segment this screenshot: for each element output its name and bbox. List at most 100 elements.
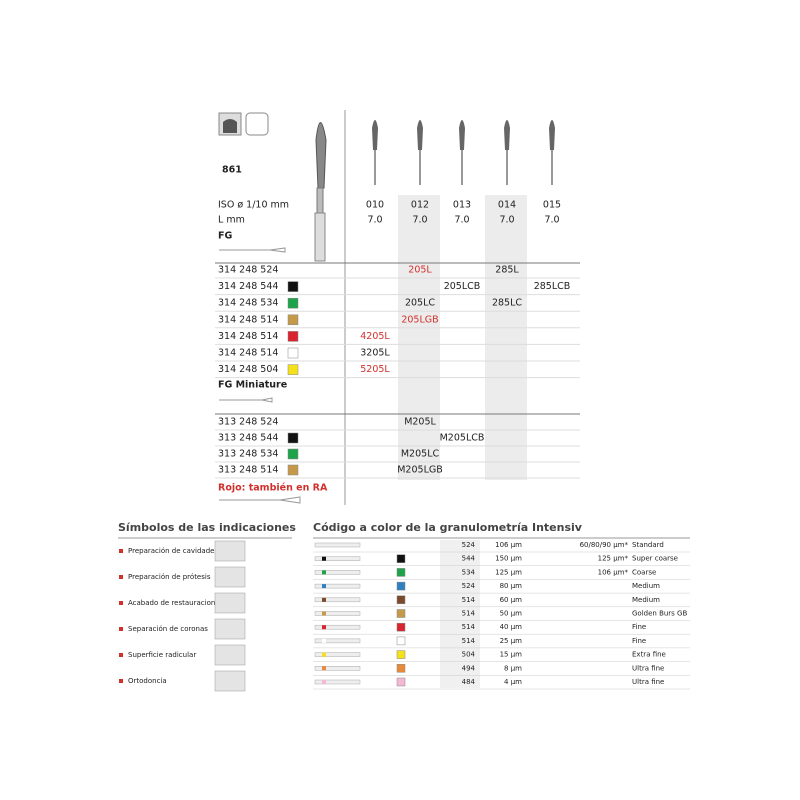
group-title: FG bbox=[218, 231, 232, 242]
bullet bbox=[119, 575, 123, 579]
product-code: M205LGB bbox=[397, 465, 443, 476]
color-swatch bbox=[396, 609, 406, 618]
shank-drawing bbox=[219, 247, 286, 253]
reference: 314 248 524 bbox=[218, 265, 278, 276]
indication-icon bbox=[214, 670, 246, 692]
iso-value: 014 bbox=[498, 200, 516, 211]
icon bbox=[245, 112, 269, 136]
iso-value: 013 bbox=[453, 200, 471, 211]
note: Rojo: también en RA bbox=[218, 483, 328, 494]
color-swatch bbox=[287, 314, 299, 326]
grit-code: 514 bbox=[462, 637, 476, 645]
indications-title: Símbolos de las indicaciones bbox=[118, 521, 296, 534]
color-swatch bbox=[287, 331, 299, 342]
granulometry-title: Código a color de la granulometría Inten… bbox=[313, 521, 583, 534]
grit-code: 504 bbox=[462, 651, 476, 659]
color-swatch bbox=[396, 595, 406, 605]
group-title: FG Miniature bbox=[218, 380, 287, 391]
small-bur bbox=[372, 120, 378, 150]
color-swatch bbox=[287, 364, 299, 375]
length-value: 7.0 bbox=[454, 215, 469, 226]
shank-drawing bbox=[219, 397, 273, 403]
grit-size: 15 µm bbox=[500, 651, 523, 659]
color-swatch bbox=[396, 650, 406, 659]
grade: Fine bbox=[632, 637, 646, 645]
product-code: 3205L bbox=[360, 348, 390, 359]
product-code: 285LC bbox=[492, 298, 522, 309]
indication: Acabado de restauraciones bbox=[128, 599, 224, 607]
reference: 314 248 514 bbox=[218, 331, 278, 342]
product-code: 205LC bbox=[405, 298, 435, 309]
grit-code: 514 bbox=[462, 610, 476, 618]
shank-band bbox=[322, 666, 326, 671]
length-label: L mm bbox=[218, 215, 245, 226]
shank-drawing bbox=[314, 679, 361, 685]
grit-size: 40 µm bbox=[500, 623, 523, 631]
grit-size: 80 µm bbox=[500, 582, 523, 590]
iso-value: 015 bbox=[543, 200, 561, 211]
column-shade bbox=[485, 195, 527, 480]
color-swatch bbox=[287, 464, 299, 476]
color-swatch bbox=[396, 581, 406, 591]
product-code: M205LCB bbox=[440, 433, 485, 444]
column-shade bbox=[398, 195, 440, 480]
shank-drawing bbox=[314, 666, 361, 671]
grade: Standard bbox=[632, 541, 664, 549]
indication-icon bbox=[214, 566, 246, 588]
product-code: 285LCB bbox=[534, 281, 571, 292]
shank-band bbox=[322, 638, 326, 643]
small-bur bbox=[417, 120, 423, 150]
grade: Super coarse bbox=[632, 555, 678, 563]
indication-icon bbox=[214, 540, 246, 562]
length-value: 7.0 bbox=[412, 215, 427, 226]
grit-code: 544 bbox=[462, 555, 476, 563]
iso-label: ISO ø 1/10 mm bbox=[218, 200, 289, 211]
grit-code: 484 bbox=[462, 678, 476, 686]
grit-size: 50 µm bbox=[500, 610, 523, 618]
shank-drawing bbox=[314, 542, 361, 548]
reference: 314 248 504 bbox=[218, 364, 278, 375]
iso-value: 010 bbox=[366, 200, 384, 211]
small-bur bbox=[504, 120, 510, 150]
grade: Medium bbox=[632, 596, 660, 604]
shank-band bbox=[322, 680, 326, 684]
grit-code: 524 bbox=[462, 582, 476, 590]
color-swatch bbox=[396, 636, 406, 646]
grit-code: 514 bbox=[462, 596, 476, 604]
indication-icon bbox=[214, 644, 246, 666]
grit-size: 125 µm bbox=[495, 568, 522, 576]
shank-band bbox=[322, 556, 326, 561]
reference: 314 248 534 bbox=[218, 298, 278, 309]
grit-size: 150 µm bbox=[495, 555, 522, 563]
shank-band bbox=[322, 652, 326, 657]
color-swatch bbox=[287, 432, 299, 444]
grit-code: 494 bbox=[462, 664, 476, 672]
product-code: 285L bbox=[495, 265, 519, 276]
shank-band bbox=[322, 597, 326, 602]
shank-drawing bbox=[314, 583, 361, 589]
product-code: 205LCB bbox=[444, 281, 481, 292]
shank-drawing bbox=[314, 556, 361, 561]
small-bur bbox=[549, 120, 555, 150]
color-swatch bbox=[396, 622, 406, 632]
product-code: 205L bbox=[408, 265, 432, 276]
grit-size: 4 µm bbox=[504, 678, 522, 686]
shank-drawing bbox=[314, 611, 361, 616]
reference: 313 248 524 bbox=[218, 417, 278, 428]
bullet bbox=[119, 627, 123, 631]
length-value: 7.0 bbox=[544, 215, 559, 226]
grit-code: 534 bbox=[462, 568, 476, 576]
grit-code: 514 bbox=[462, 623, 476, 631]
bur-image bbox=[314, 122, 327, 262]
color-swatch bbox=[396, 554, 406, 563]
indication: Preparación de prótesis bbox=[128, 573, 211, 581]
iso-size: 60/80/90 µm* bbox=[580, 541, 629, 549]
bullet bbox=[119, 601, 123, 605]
color-swatch bbox=[396, 677, 406, 687]
bullet bbox=[119, 679, 123, 683]
indication: Separación de coronas bbox=[128, 625, 208, 633]
grade: Ultra fine bbox=[632, 678, 664, 686]
grit-size: 25 µm bbox=[500, 637, 523, 645]
iso-size: 125 µm* bbox=[598, 555, 629, 563]
